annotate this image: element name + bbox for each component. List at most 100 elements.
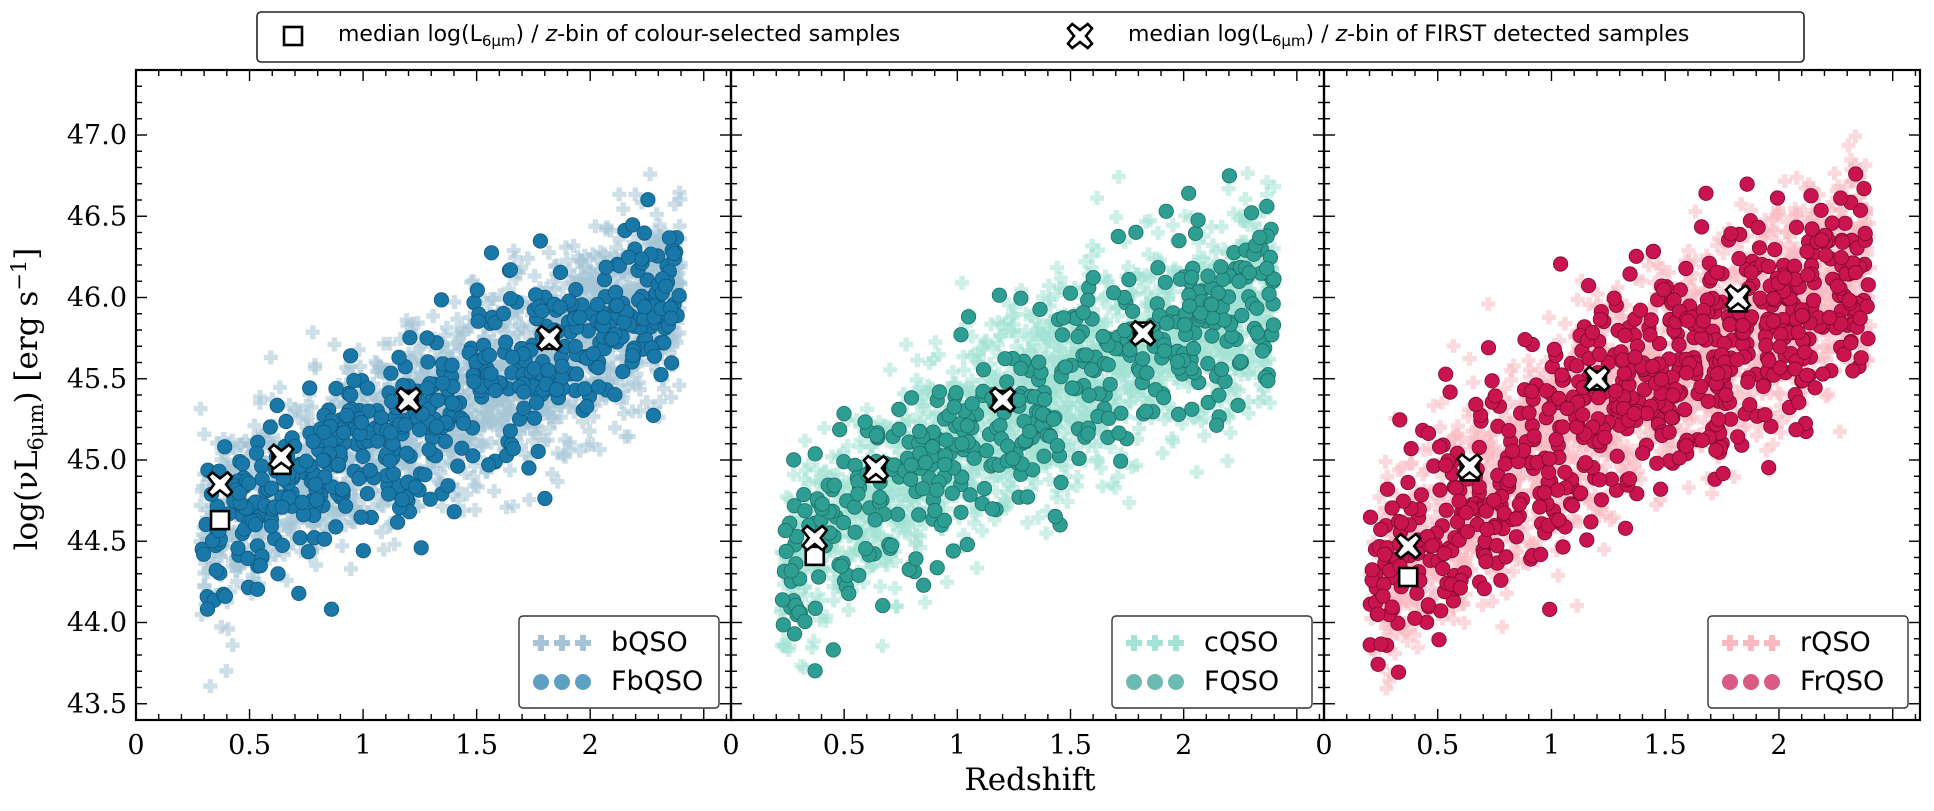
- first-point: [918, 454, 934, 470]
- parent-point: [508, 311, 523, 325]
- first-point: [810, 569, 827, 585]
- first-point: [498, 334, 514, 350]
- parent-point: [558, 432, 572, 447]
- parent-point: [484, 436, 499, 450]
- parent-point: [817, 465, 832, 480]
- parent-point: [559, 253, 574, 268]
- first-point: [526, 410, 543, 426]
- parent-point: [1166, 434, 1180, 449]
- parent-point: [1233, 213, 1248, 228]
- parent-point: [781, 642, 796, 657]
- parent-point: [621, 378, 636, 393]
- first-point: [362, 462, 378, 479]
- first-point: [1013, 290, 1029, 306]
- x-tick-label: 2: [1175, 730, 1192, 761]
- parent-point: [1498, 409, 1513, 424]
- first-point: [262, 419, 278, 435]
- first-point: [663, 310, 679, 326]
- parent-point: [314, 517, 329, 532]
- parent-point: [986, 436, 1001, 451]
- first-point: [1100, 357, 1116, 373]
- parent-point: [225, 638, 240, 653]
- first-point: [929, 560, 945, 576]
- parent-point: [899, 337, 914, 352]
- parent-point: [245, 568, 260, 583]
- parent-point: [592, 442, 607, 457]
- x-tick-label: 0: [127, 730, 144, 761]
- parent-point: [665, 338, 680, 352]
- first-point: [1071, 450, 1087, 467]
- parent-point: [605, 274, 620, 289]
- first-point: [302, 380, 318, 396]
- parent-point: [1000, 461, 1015, 476]
- parent-point: [588, 219, 603, 234]
- cross-legend-label: median log(L6μm) / z-bin of FIRST detect…: [1128, 22, 1689, 50]
- parent-point: [468, 399, 483, 414]
- parent-point: [518, 447, 533, 462]
- first-point: [953, 327, 969, 343]
- parent-point: [1151, 225, 1166, 240]
- parent-point: [632, 375, 647, 390]
- parent-point: [570, 249, 585, 264]
- parent-point: [1149, 284, 1163, 299]
- first-point: [1081, 387, 1097, 403]
- parent-point: [673, 192, 688, 207]
- parent-point: [1404, 455, 1419, 470]
- median-markers: [206, 324, 564, 531]
- parent-point: [594, 280, 609, 295]
- parent-point: [1040, 348, 1055, 363]
- first-point: [300, 544, 316, 560]
- parent-point: [1154, 362, 1169, 377]
- parent-point: [1098, 317, 1113, 331]
- first-point: [208, 562, 224, 578]
- parent-point: [1063, 400, 1078, 415]
- parent-point: [401, 346, 416, 361]
- first-point: [1036, 448, 1052, 464]
- parent-point: [376, 542, 391, 557]
- parent-point: [921, 406, 936, 421]
- x-tick-label: 0.5: [228, 730, 271, 761]
- parent-point: [347, 489, 362, 503]
- parent-point: [1060, 409, 1075, 424]
- parent-point: [1056, 426, 1071, 441]
- parent-point: [407, 356, 422, 371]
- first-point: [1233, 353, 1249, 370]
- parent-point: [618, 429, 633, 444]
- parent-point: [219, 663, 234, 678]
- parent-point: [1046, 361, 1061, 376]
- parent-point: [1136, 391, 1151, 406]
- first-point: [927, 502, 943, 519]
- parent-point: [496, 427, 511, 442]
- parent-point: [226, 526, 241, 541]
- parent-point: [612, 187, 627, 202]
- parent-point: [974, 374, 989, 389]
- parent-point: [410, 442, 425, 457]
- parent-point: [809, 462, 824, 477]
- parent-point: [938, 501, 953, 516]
- first-point: [1230, 397, 1246, 413]
- first-point: [294, 494, 310, 510]
- parent-point: [840, 438, 855, 453]
- first-point: [959, 418, 975, 434]
- first-point: [502, 290, 519, 307]
- parent-point: [197, 566, 212, 580]
- parent-point: [1258, 355, 1273, 370]
- parent-point: [1462, 351, 1477, 366]
- first-point: [355, 543, 371, 559]
- parent-point: [1057, 434, 1072, 449]
- parent-point: [647, 238, 662, 253]
- parent-point: [450, 312, 465, 327]
- parent-point: [228, 443, 243, 458]
- parent-point: [522, 319, 537, 334]
- first-point: [814, 496, 830, 512]
- first-point: [786, 452, 802, 468]
- first-point: [217, 439, 233, 455]
- parent-point: [1155, 446, 1170, 461]
- parent-point: [639, 395, 654, 410]
- parent-point: [582, 424, 597, 439]
- parent-point: [841, 603, 856, 617]
- parent-point: [495, 391, 510, 405]
- parent-point: [1053, 271, 1068, 286]
- median-cross-marker: [1129, 319, 1157, 347]
- first-point: [328, 519, 344, 535]
